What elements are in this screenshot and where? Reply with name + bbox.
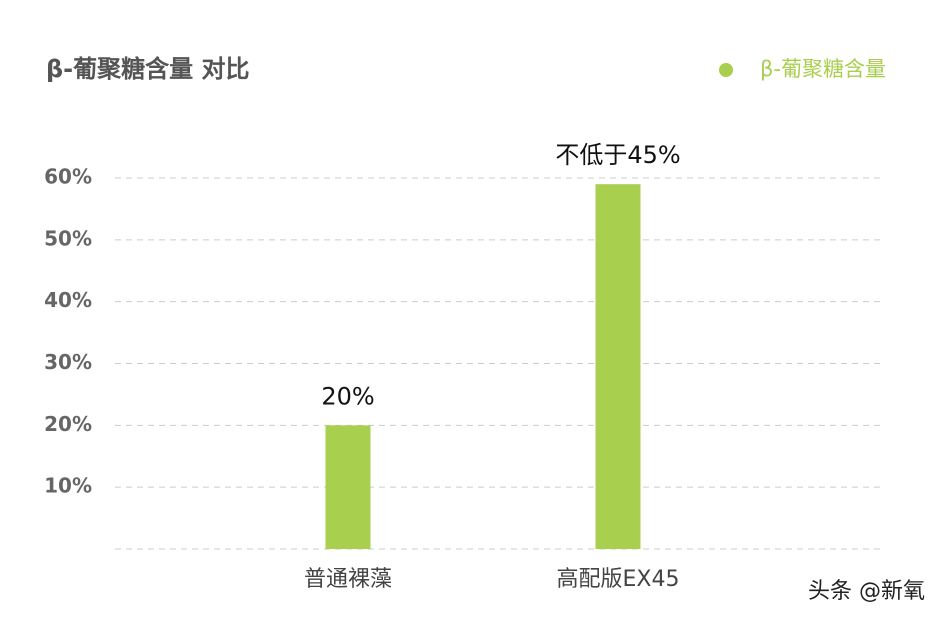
y-tick-label: 60%: [44, 165, 92, 189]
bar-annotation: 20%: [321, 382, 374, 410]
legend-label: β-葡聚糖含量: [760, 57, 886, 81]
bar: [325, 425, 371, 549]
y-tick-label: 20%: [44, 412, 92, 436]
x-tick-label: 高配版EX45: [557, 567, 680, 592]
y-tick-label: 10%: [44, 474, 92, 498]
watermark: 头条 @新氧: [808, 579, 925, 604]
legend-marker: [719, 63, 733, 77]
y-tick-label: 40%: [44, 288, 92, 312]
y-tick-label: 50%: [44, 226, 92, 250]
bar: [595, 184, 641, 549]
bar-annotation: 不低于45%: [555, 141, 680, 169]
chart-title: β-葡聚糖含量 对比: [46, 55, 250, 83]
x-tick-label: 普通裸藻: [304, 567, 392, 592]
y-tick-label: 30%: [44, 350, 92, 374]
